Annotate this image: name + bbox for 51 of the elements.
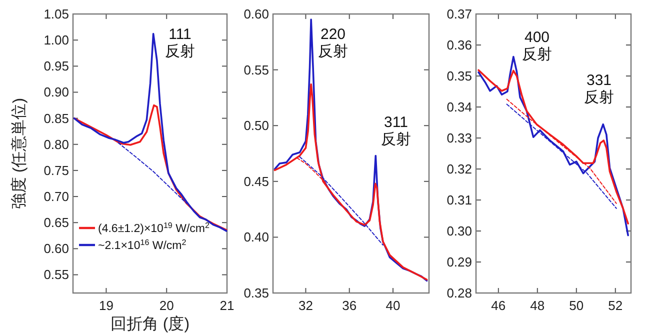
x-tick-label: 32 [298,298,313,313]
y-tick-label: 0.90 [44,84,69,100]
y-tick-label: 0.65 [44,215,69,230]
line-series [274,18,428,282]
y-tick-label: 0.30 [446,224,472,238]
y-tick-label: 0.80 [44,136,69,152]
y-tick-label: 0.36 [446,38,472,52]
x-tick-label: 21 [220,298,234,313]
x-axis-title: 回折角 (度) [110,315,190,333]
y-tick-label: 0.55 [244,62,269,78]
line-series [296,157,326,184]
line-series [118,142,188,204]
y-tick-label: 0.32 [446,162,472,176]
legend-label: (4.6±1.2)×10$^{19}$ W/cm$^{2}$ [98,220,210,235]
annotation: 111 反射 [165,26,195,60]
annotation: 220 反射 [318,26,348,60]
y-tick-label: 0.29 [446,254,472,270]
x-tick-label: 48 [530,298,545,313]
x-tick-label: 46 [491,298,506,313]
y-tick-label: 0.28 [446,286,472,300]
y-tick-label: 0.75 [44,162,69,178]
y-tick-label: 0.85 [44,110,69,126]
x-tick-label: 50 [569,298,584,313]
x-tick-label: 19 [98,298,114,313]
annotation: 400 反射 [522,29,552,63]
y-tick-label: 0.35 [244,286,269,300]
y-tick-label: 0.37 [446,6,472,22]
y-tick-label: 1.05 [44,6,69,22]
y-axis-title: 強度 (任意単位) [10,98,28,210]
annotation: 331 反射 [584,72,614,106]
y-tick-label: 0.70 [44,189,69,204]
y-tick-label: 0.95 [44,58,69,74]
legend-label: ~2.1×10$^{16}$ W/cm$^{2}$ [98,238,187,252]
y-tick-label: 0.45 [244,174,269,189]
x-tick-label: 36 [342,298,357,313]
y-tick-label: 0.60 [44,241,69,256]
x-tick-label: 40 [386,298,400,313]
y-tick-label: 0.35 [446,68,472,84]
y-tick-label: 0.33 [446,130,472,146]
y-tick-label: 0.34 [446,100,472,114]
y-tick-label: 0.55 [44,267,69,282]
x-tick-label: 20 [159,298,174,313]
y-tick-label: 0.40 [244,230,269,245]
y-tick-label: 0.60 [244,6,269,22]
x-tick-label: 52 [608,298,623,313]
y-tick-label: 0.50 [244,118,269,134]
line-series [299,156,384,246]
y-tick-label: 0.31 [446,192,472,208]
annotation: 311 反射 [381,114,411,148]
line-series [274,83,428,281]
y-tick-label: 1.00 [44,32,69,48]
